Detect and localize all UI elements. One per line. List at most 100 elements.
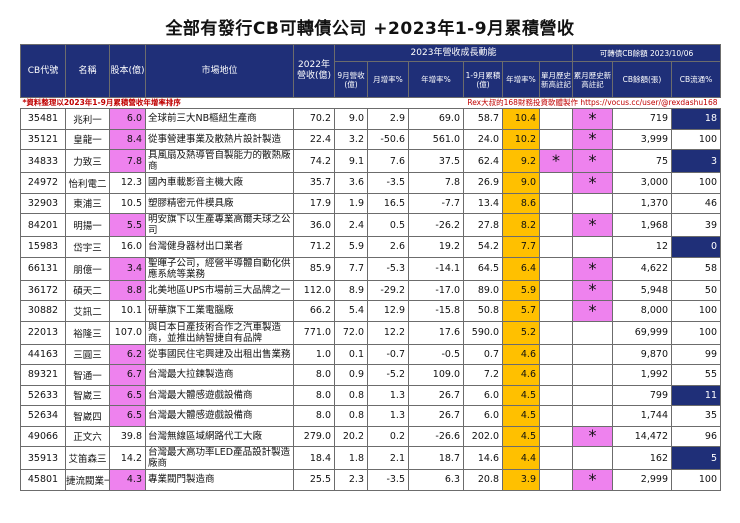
cell-cum-rev: 89.0 [463,279,503,301]
sort-note: *資料整理以2023年1-9月累積營收年增率排序 [20,97,368,109]
cell-cum-rev: 13.4 [463,192,503,214]
cell-mom: -5.3 [367,256,409,281]
cell-cb-balance: 719 [612,108,672,130]
cell-cum-high [572,236,613,258]
cell-month-high [539,279,573,301]
header-yoy: 年增率% [408,61,464,98]
header-cb-group: 可轉債CB餘額 2023/10/06 [572,44,721,62]
cell-cum-yoy: 5.9 [502,279,540,301]
cell-name: 兆利一 [65,108,110,130]
cell-month-high [539,192,573,214]
page-title: 全部有發行CB可轉債公司 +2023年1-9月累積營收 [165,19,575,39]
cell-cb-float: 96 [671,425,721,447]
cell-market: 研華旗下工業電腦廠 [145,300,294,322]
cell-market: 從事營建事業及散熱片設計製造 [145,128,294,150]
cell-code: 49066 [20,425,66,447]
cell-code: 15983 [20,236,66,258]
cell-name: 東浦三 [65,192,110,214]
cell-cum-rev: 64.5 [463,256,503,281]
table-row: 89321 智通一 6.7 台灣最大拉鍊製造商 8.0 0.9 -5.2 109.0 7.2 4.… [20,364,721,386]
cell-cb-float: 100 [671,172,721,194]
cell-sep-rev: 20.2 [334,425,368,447]
cell-cum-yoy: 5.7 [502,300,540,322]
cell-cum-yoy: 9.0 [502,172,540,194]
header-market: 市場地位 [145,44,294,98]
cell-yoy: -17.0 [408,279,464,301]
header-cum-yoy: 年增率% [502,61,540,98]
cell-yoy: 561.0 [408,128,464,150]
cell-rev2022: 8.0 [293,384,335,406]
cell-cum-rev: 7.2 [463,364,503,386]
cell-mom: 2.6 [367,236,409,258]
cell-rev2022: 17.9 [293,192,335,214]
cell-cb-float: 100 [671,320,721,345]
cell-name: 捷流閥業一 [65,469,110,491]
cell-cum-rev: 26.9 [463,172,503,194]
table-row: 34833 力致三 7.8 具風扇及熱導管自製能力的散熱廠商 74.2 9.1 7.6 37.… [20,149,721,173]
cell-mom: -5.2 [367,364,409,386]
cell-cb-balance: 9,870 [612,343,672,365]
cell-cb-float: 46 [671,192,721,214]
cell-code: 35913 [20,446,66,470]
cell-name: 皇龍一 [65,128,110,150]
cell-sep-rev: 3.6 [334,172,368,194]
cell-cb-balance: 12 [612,236,672,258]
cell-cb-balance: 162 [612,446,672,470]
cell-month-high [539,364,573,386]
header-cum-high: 累月歷史新高註記 [572,61,613,98]
cell-yoy: 18.7 [408,446,464,470]
cell-month-high [539,446,573,470]
cell-name: 岱宇三 [65,236,110,258]
cell-cum-yoy: 4.5 [502,405,540,427]
cell-yoy: 109.0 [408,364,464,386]
cell-rev2022: 771.0 [293,320,335,345]
header-code: CB代號 [20,44,66,98]
cell-cb-balance: 75 [612,149,672,173]
cell-capital: 6.7 [109,364,146,386]
cell-cum-yoy: 4.5 [502,384,540,406]
cell-capital: 5.5 [109,213,146,237]
cell-capital: 39.8 [109,425,146,447]
cell-code: 22013 [20,320,66,345]
table-row: 52634 智崴四 6.5 台灣最大體感遊戲設備商 8.0 0.8 1.3 26.7 6.0 4.… [20,405,721,427]
cell-market: 台灣無線區域網路代工大廠 [145,425,294,447]
cell-month-high [539,320,573,345]
cell-yoy: -7.7 [408,192,464,214]
cell-market: 專業閥門製造商 [145,469,294,491]
cell-rev2022: 35.7 [293,172,335,194]
cell-yoy: -0.5 [408,343,464,365]
cell-month-high [539,256,573,281]
cell-name: 力致三 [65,149,110,173]
cell-cb-balance: 4,622 [612,256,672,281]
cell-name: 智通一 [65,364,110,386]
cell-cum-rev: 54.2 [463,236,503,258]
cell-cum-yoy: 4.5 [502,425,540,447]
cell-cum-high [572,405,613,427]
cell-yoy: -15.8 [408,300,464,322]
cell-code: 32903 [20,192,66,214]
cell-cum-rev: 24.0 [463,128,503,150]
cell-mom: 2.9 [367,108,409,130]
cell-capital: 6.0 [109,108,146,130]
cell-capital: 8.8 [109,279,146,301]
cell-month-high [539,108,573,130]
cell-sep-rev: 1.9 [334,192,368,214]
cell-cb-float: 100 [671,300,721,322]
cell-cum-high: * [572,425,613,447]
cell-rev2022: 36.0 [293,213,335,237]
cell-month-high [539,128,573,150]
cell-cb-float: 11 [671,384,721,406]
cell-cum-high: * [572,108,613,130]
cell-name: 朋億一 [65,256,110,281]
cell-cb-balance: 69,999 [612,320,672,345]
cell-code: 44163 [20,343,66,365]
cell-code: 84201 [20,213,66,237]
cell-yoy: -14.1 [408,256,464,281]
cell-month-high [539,384,573,406]
cell-mom: 16.5 [367,192,409,214]
cell-cb-balance: 1,992 [612,364,672,386]
cell-mom: 2.1 [367,446,409,470]
cell-cb-balance: 799 [612,384,672,406]
cell-market: 台灣健身器材出口業者 [145,236,294,258]
cell-cum-high [572,364,613,386]
